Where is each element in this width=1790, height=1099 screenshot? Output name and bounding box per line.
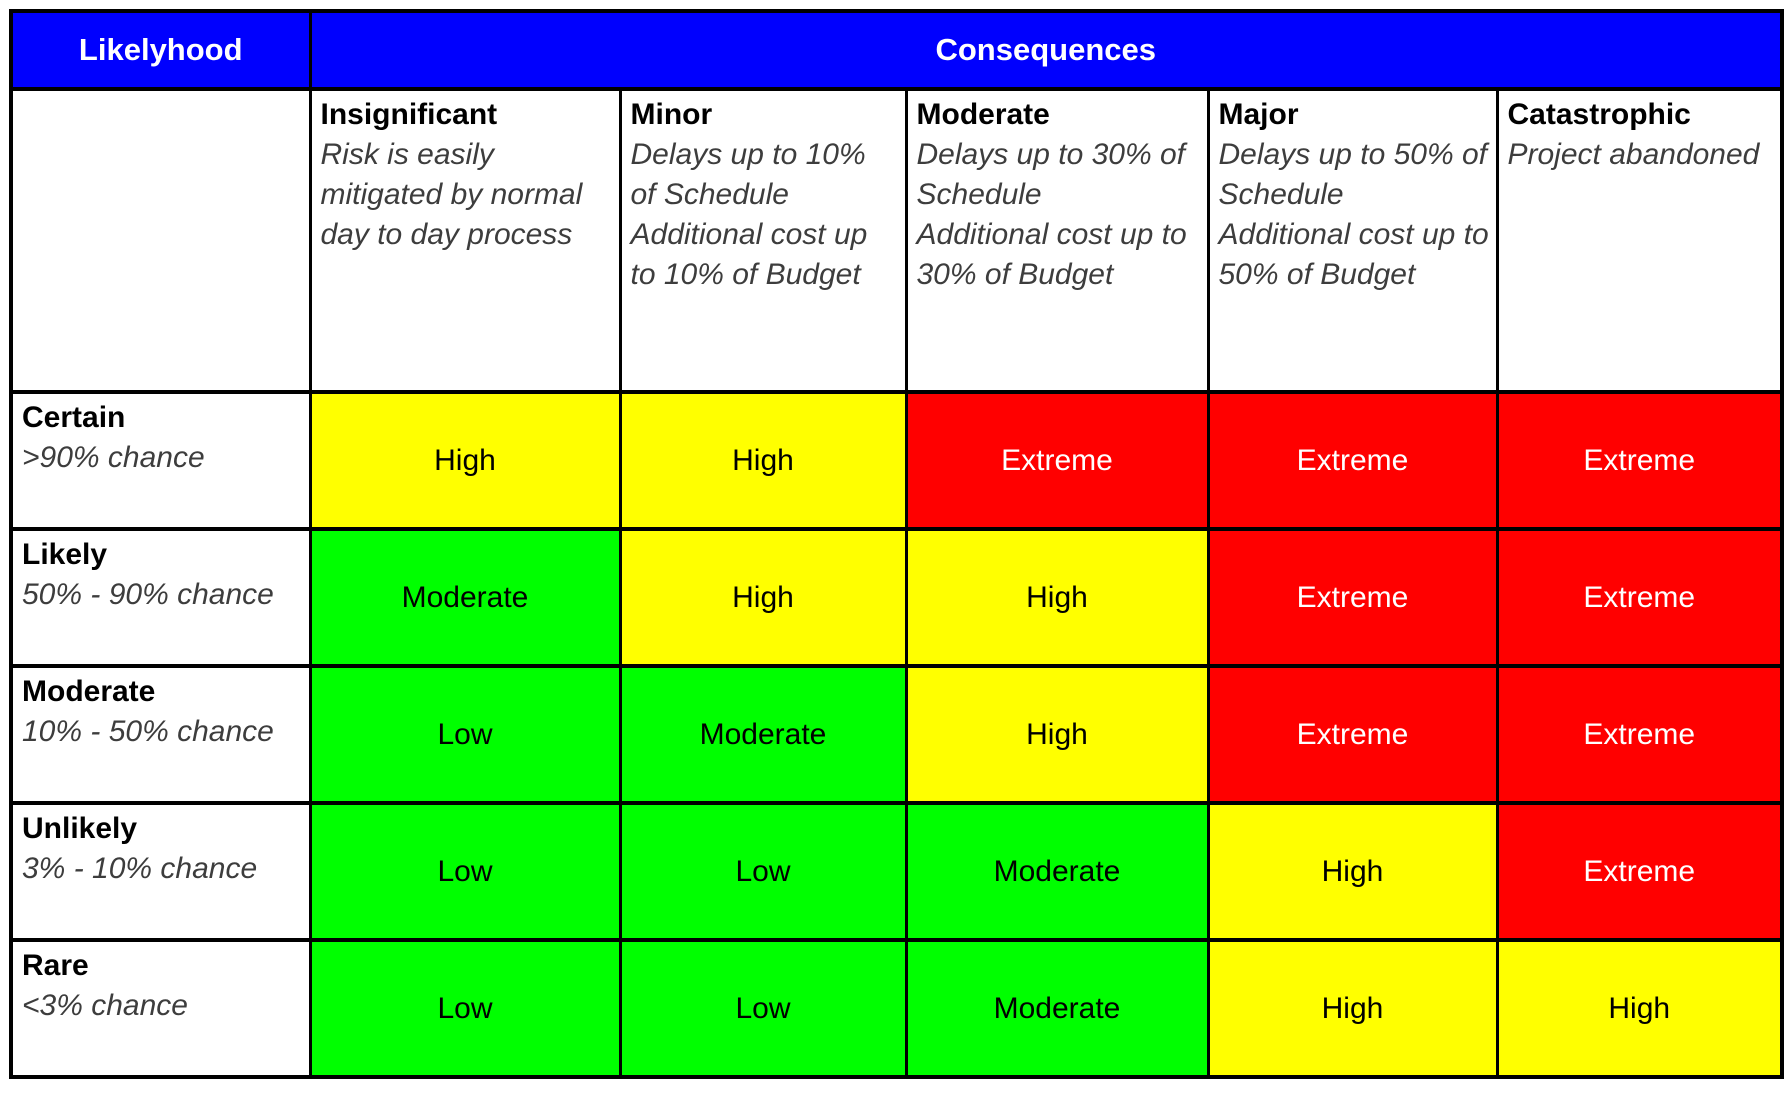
consequences-header: Consequences xyxy=(308,9,1784,91)
row-header-moderate: Moderate 10% - 50% chance xyxy=(9,664,312,805)
risk-cell: High xyxy=(1495,938,1784,1079)
risk-cell: Extreme xyxy=(1495,527,1784,668)
column-description-line: Additional cost up to 30% of Budget xyxy=(916,218,1187,291)
column-name: Minor xyxy=(630,98,713,131)
row-chance: 50% - 90% chance xyxy=(22,578,274,611)
row-header-rare: Rare <3% chance xyxy=(9,938,312,1079)
column-description-line: Additional cost up to 10% of Budget xyxy=(630,218,868,291)
risk-cell: Extreme xyxy=(1206,664,1499,805)
row-chance: >90% chance xyxy=(22,441,205,474)
risk-cell: Low xyxy=(618,801,908,942)
column-name: Catastrophic xyxy=(1507,98,1691,131)
risk-cell: Moderate xyxy=(904,801,1210,942)
column-header-catastrophic: Catastrophic Project abandoned xyxy=(1495,87,1784,394)
column-description-line: Risk is easily mitigated by normal day t… xyxy=(320,138,583,251)
row-likely: Likely 50% - 90% chance Moderate High Hi… xyxy=(9,527,1784,668)
risk-cell: Low xyxy=(308,938,622,1079)
column-header-moderate: Moderate Delays up to 30% of Schedule Ad… xyxy=(904,87,1210,394)
risk-cell: High xyxy=(904,527,1210,668)
risk-cell: High xyxy=(1206,801,1499,942)
risk-cell: Extreme xyxy=(904,390,1210,531)
row-name: Certain xyxy=(22,401,126,434)
risk-cell: Extreme xyxy=(1495,801,1784,942)
risk-cell: Low xyxy=(308,801,622,942)
row-moderate: Moderate 10% - 50% chance Low Moderate H… xyxy=(9,664,1784,805)
risk-matrix: Likelyhood Consequences Insignificant Ri… xyxy=(9,9,1784,1079)
risk-cell: Extreme xyxy=(1206,390,1499,531)
header-row: Likelyhood Consequences xyxy=(9,9,1784,91)
row-name: Rare xyxy=(22,949,89,982)
row-unlikely: Unlikely 3% - 10% chance Low Low Moderat… xyxy=(9,801,1784,942)
row-header-likely: Likely 50% - 90% chance xyxy=(9,527,312,668)
column-description-row: Insignificant Risk is easily mitigated b… xyxy=(9,87,1784,394)
column-description-line: Project abandoned xyxy=(1507,138,1760,171)
risk-cell: Moderate xyxy=(618,664,908,805)
column-name: Moderate xyxy=(916,98,1050,131)
risk-cell: High xyxy=(1206,938,1499,1079)
likelihood-header: Likelyhood xyxy=(9,9,312,91)
column-header-insignificant: Insignificant Risk is easily mitigated b… xyxy=(308,87,622,394)
row-rare: Rare <3% chance Low Low Moderate High Hi… xyxy=(9,938,1784,1079)
row-name: Moderate xyxy=(22,675,156,708)
risk-cell: High xyxy=(308,390,622,531)
column-description-line: Delays up to 10% of Schedule xyxy=(630,138,866,211)
risk-cell: Extreme xyxy=(1495,664,1784,805)
risk-cell: Low xyxy=(308,664,622,805)
row-chance: 10% - 50% chance xyxy=(22,715,274,748)
column-description-line: Delays up to 30% of Schedule xyxy=(916,138,1186,211)
risk-matrix-table: Likelyhood Consequences Insignificant Ri… xyxy=(9,9,1784,1079)
column-name: Insignificant xyxy=(320,98,498,131)
corner-empty-cell xyxy=(9,87,312,394)
risk-cell: Moderate xyxy=(904,938,1210,1079)
row-header-certain: Certain >90% chance xyxy=(9,390,312,531)
column-description-line: Delays up to 50% of Schedule xyxy=(1218,138,1488,211)
column-header-minor: Minor Delays up to 10% of Schedule Addit… xyxy=(618,87,908,394)
risk-cell: Extreme xyxy=(1206,527,1499,668)
risk-cell: High xyxy=(618,527,908,668)
row-chance: <3% chance xyxy=(22,989,188,1022)
risk-cell: Extreme xyxy=(1495,390,1784,531)
row-chance: 3% - 10% chance xyxy=(22,852,258,885)
row-certain: Certain >90% chance High High Extreme Ex… xyxy=(9,390,1784,531)
row-header-unlikely: Unlikely 3% - 10% chance xyxy=(9,801,312,942)
row-name: Likely xyxy=(22,538,108,571)
risk-cell: Moderate xyxy=(308,527,622,668)
column-header-major: Major Delays up to 50% of Schedule Addit… xyxy=(1206,87,1499,394)
risk-cell: High xyxy=(904,664,1210,805)
risk-cell: Low xyxy=(618,938,908,1079)
row-name: Unlikely xyxy=(22,812,138,845)
risk-cell: High xyxy=(618,390,908,531)
column-description-line: Additional cost up to 50% of Budget xyxy=(1218,218,1489,291)
column-name: Major xyxy=(1218,98,1299,131)
